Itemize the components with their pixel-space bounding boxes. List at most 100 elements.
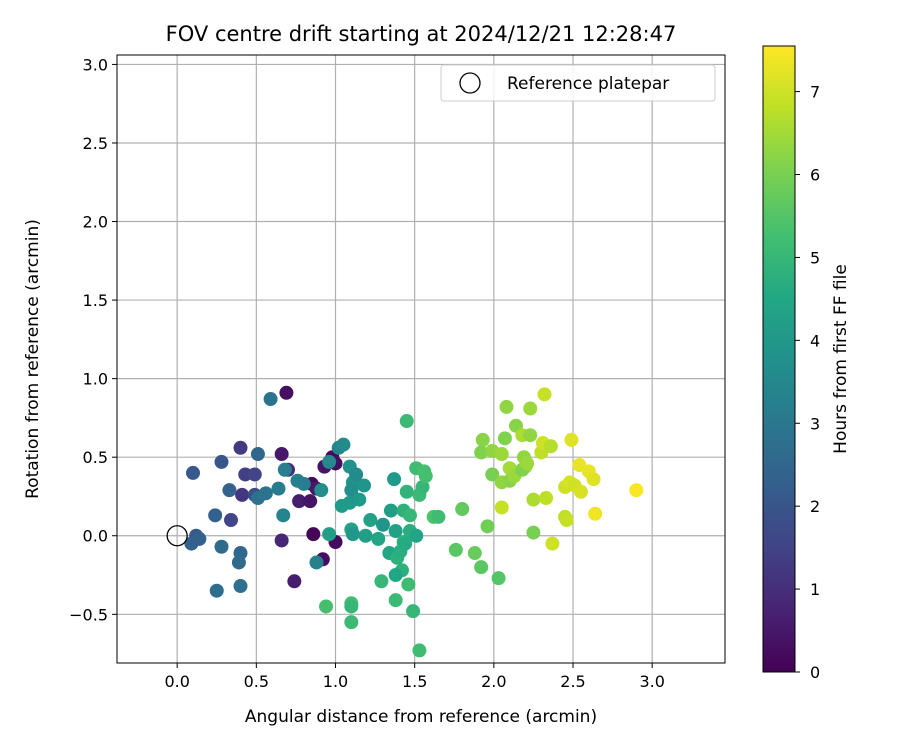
- scatter-point: [402, 508, 417, 523]
- scatter-point: [398, 536, 413, 551]
- reference-marker-group: [166, 525, 188, 547]
- chart-title: FOV centre drift starting at 2024/12/21 …: [166, 22, 677, 46]
- scatter-point: [406, 604, 421, 619]
- scatter-point: [494, 500, 509, 515]
- scatter-point: [383, 503, 398, 518]
- y-tick-label: 1.5: [83, 291, 108, 310]
- y-axis-ticks: −0.5 0.0 0.5 1.0 1.5 2.0 2.5 3.0: [69, 55, 117, 624]
- plot-frame: [116, 54, 726, 664]
- scatter-point: [475, 432, 490, 447]
- data-points: [184, 385, 644, 658]
- scatter-point: [564, 432, 579, 447]
- scatter-point: [629, 483, 644, 498]
- scatter-point: [224, 513, 238, 528]
- scatter-point: [303, 494, 318, 509]
- x-tick-label: 2.0: [481, 672, 506, 691]
- legend-reference-marker-icon: [459, 72, 481, 94]
- scatter-point: [292, 494, 307, 509]
- scatter-point: [526, 525, 541, 540]
- y-tick-label: 2.0: [83, 213, 108, 232]
- scatter-point: [276, 508, 291, 523]
- scatter-point: [349, 467, 364, 482]
- scatter-point: [388, 524, 403, 539]
- x-axis-title: Angular distance from reference (arcmin): [245, 707, 597, 727]
- colorbar-tick-label: 5: [810, 248, 820, 267]
- scatter-point: [322, 527, 337, 542]
- legend-box: [440, 64, 716, 102]
- scatter-point: [588, 506, 603, 521]
- scatter-point: [277, 462, 292, 477]
- colorbar-tick-label: 0: [810, 663, 820, 682]
- x-tick-label: 0.0: [164, 672, 189, 691]
- scatter-point: [306, 527, 321, 542]
- legend-label: Reference platepar: [507, 74, 669, 94]
- scatter-point: [388, 593, 403, 608]
- scatter-point: [523, 428, 538, 443]
- y-tick-label: −0.5: [69, 605, 108, 624]
- scatter-point: [543, 439, 558, 454]
- colorbar-tick-label: 4: [810, 331, 820, 350]
- y-axis-title: Rotation from reference (arcmin): [23, 219, 43, 499]
- x-tick-label: 2.5: [560, 672, 585, 691]
- scatter-point: [214, 539, 229, 554]
- colorbar-gradient: [762, 45, 796, 673]
- scatter-point: [334, 498, 349, 513]
- x-tick-label: 0.5: [244, 672, 269, 691]
- scatter-point: [448, 542, 463, 557]
- scatter-point: [319, 599, 333, 614]
- scatter-point: [231, 555, 246, 570]
- colorbar-title: Hours from first FF file: [831, 264, 851, 454]
- scatter-point: [222, 483, 237, 498]
- scatter-point: [263, 392, 278, 407]
- scatter-point: [363, 513, 378, 528]
- scatter-point: [526, 492, 541, 507]
- y-tick-label: 1.0: [83, 370, 108, 389]
- scatter-point: [357, 478, 371, 493]
- scatter-point: [235, 487, 250, 502]
- grid: [117, 55, 725, 663]
- x-tick-label: 3.0: [639, 672, 664, 691]
- scatter-point: [412, 643, 427, 658]
- colorbar-tick-label: 3: [810, 414, 820, 433]
- scatter-point: [371, 531, 386, 546]
- scatter-point: [374, 574, 389, 589]
- scatter-point: [455, 502, 470, 517]
- y-tick-label: 0.5: [83, 448, 108, 467]
- scatter-point: [399, 484, 414, 499]
- plot-area: [116, 54, 726, 664]
- scatter-point: [474, 560, 489, 575]
- scatter-point: [192, 531, 207, 546]
- scatter-point: [274, 447, 289, 462]
- y-tick-label: 3.0: [83, 55, 108, 74]
- scatter-point: [586, 472, 601, 487]
- legend: Reference platepar: [440, 64, 716, 102]
- scatter-point: [537, 387, 552, 402]
- colorbar-tick-label: 1: [810, 580, 820, 599]
- scatter-point: [376, 517, 390, 532]
- scatter-point: [485, 467, 500, 482]
- scatter-point: [345, 527, 360, 542]
- scatter-point: [480, 519, 495, 534]
- scatter-point: [274, 533, 289, 548]
- colorbar-ticks: 0 1 2 3 4 5 6 7: [795, 83, 820, 682]
- scatter-point: [545, 536, 560, 551]
- scatter-point: [497, 431, 512, 446]
- y-tick-label: 2.5: [83, 134, 108, 153]
- scatter-point: [233, 579, 248, 594]
- scatter-point: [344, 483, 359, 498]
- scatter-point: [415, 480, 430, 495]
- scatter-point: [520, 456, 535, 471]
- scatter-point: [387, 472, 402, 487]
- x-tick-label: 1.5: [402, 672, 427, 691]
- x-axis-ticks: 0.0 0.5 1.0 1.5 2.0 2.5 3.0: [164, 663, 665, 691]
- scatter-point: [573, 484, 588, 499]
- colorbar-tick-label: 2: [810, 497, 820, 516]
- scatter-point: [250, 447, 265, 462]
- scatter-point: [271, 481, 286, 496]
- scatter-point: [186, 465, 200, 480]
- scatter-point: [344, 599, 359, 614]
- scatter-point: [418, 469, 433, 484]
- scatter-point: [499, 399, 514, 414]
- plot-background: [117, 55, 725, 663]
